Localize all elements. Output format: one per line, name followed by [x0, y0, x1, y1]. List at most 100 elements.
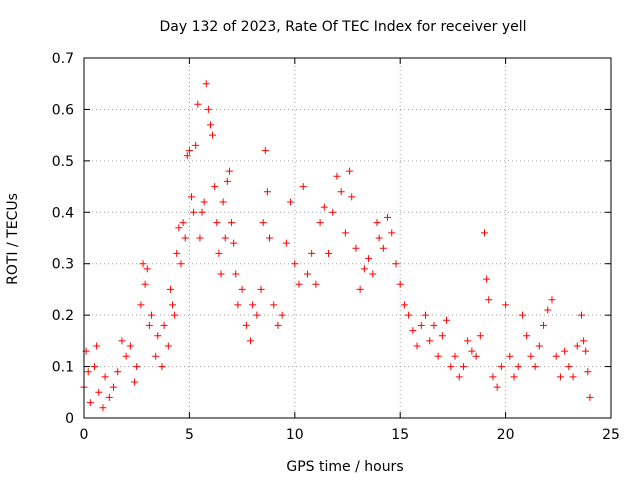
data-point [348, 193, 356, 201]
data-point [287, 198, 295, 206]
data-point [586, 393, 594, 401]
data-point [333, 172, 341, 180]
data-point [483, 275, 491, 283]
data-point [531, 363, 539, 371]
data-point [447, 363, 455, 371]
data-point [379, 244, 387, 252]
data-point [137, 301, 145, 309]
data-point [143, 265, 151, 273]
data-point [110, 383, 118, 391]
data-point [84, 368, 92, 376]
data-point [426, 337, 434, 345]
data-point [259, 219, 267, 227]
data-point [329, 208, 337, 216]
data-point [360, 265, 368, 273]
data-point [86, 399, 94, 407]
data-point [169, 301, 177, 309]
data-point [185, 147, 193, 155]
data-point [93, 342, 101, 350]
data-point [325, 249, 333, 257]
axis-ticks: 0 5 10 15 20 25 0 0.1 0.2 0.3 0.4 0.5 0.6 0.7 [52, 51, 620, 443]
data-point [257, 285, 265, 293]
chart-title: Day 132 of 2023, Rate Of TEC Index for r… [159, 19, 526, 35]
data-point [548, 296, 556, 304]
data-point [173, 249, 181, 257]
data-point [158, 363, 166, 371]
data-point [481, 229, 489, 237]
data-point [101, 373, 109, 381]
x-tick-label: 25 [602, 427, 620, 443]
data-point [164, 342, 172, 350]
data-point [312, 280, 320, 288]
data-point [188, 193, 196, 201]
data-point [582, 347, 590, 355]
data-point [443, 316, 451, 324]
data-point [175, 224, 183, 232]
data-point [392, 260, 400, 268]
y-tick-label: 0.1 [52, 360, 74, 376]
data-point [373, 219, 381, 227]
data-point [95, 388, 103, 396]
data-point [202, 80, 210, 88]
data-point [502, 301, 510, 309]
data-point [316, 219, 324, 227]
data-point [459, 363, 467, 371]
data-point [209, 131, 217, 139]
data-point [223, 177, 231, 185]
data-point [573, 342, 581, 350]
data-point [308, 249, 316, 257]
plot-frame [83, 57, 612, 419]
data-point [472, 352, 480, 360]
data-point [451, 352, 459, 360]
data-point [126, 342, 134, 350]
data-point [238, 285, 246, 293]
data-point [527, 352, 535, 360]
data-point [417, 321, 425, 329]
data-point [232, 270, 240, 278]
data-point [580, 337, 588, 345]
data-point [518, 311, 526, 319]
data-point [196, 234, 204, 242]
data-point [438, 332, 446, 340]
x-tick-label: 10 [286, 427, 304, 443]
data-point [569, 373, 577, 381]
data-point [540, 321, 548, 329]
data-point [147, 311, 155, 319]
data-point [219, 198, 227, 206]
data-point [198, 208, 206, 216]
data-point [291, 260, 299, 268]
data-point [337, 188, 345, 196]
data-point [485, 296, 493, 304]
data-point [105, 393, 113, 401]
data-point [409, 327, 417, 335]
data-point [400, 301, 408, 309]
data-point [346, 167, 354, 175]
data-point [455, 373, 463, 381]
data-point [464, 337, 472, 345]
data-point [493, 383, 501, 391]
data-point [118, 337, 126, 345]
data-point [261, 147, 269, 155]
x-axis-label: GPS time / hours [286, 459, 403, 475]
data-point [200, 198, 208, 206]
data-point [341, 229, 349, 237]
data-point [577, 311, 585, 319]
data-point [154, 332, 162, 340]
y-tick-label: 0.2 [52, 308, 74, 324]
data-points [80, 80, 594, 412]
data-point [211, 183, 219, 191]
data-point [565, 363, 573, 371]
data-point [253, 311, 261, 319]
data-point [131, 378, 139, 386]
data-point [299, 183, 307, 191]
data-point [225, 167, 233, 175]
data-point [523, 332, 531, 340]
data-point [365, 255, 373, 263]
data-point [213, 219, 221, 227]
data-point [194, 100, 202, 108]
data-point [166, 285, 174, 293]
data-point [122, 352, 130, 360]
data-point [145, 321, 153, 329]
data-point [320, 203, 328, 211]
